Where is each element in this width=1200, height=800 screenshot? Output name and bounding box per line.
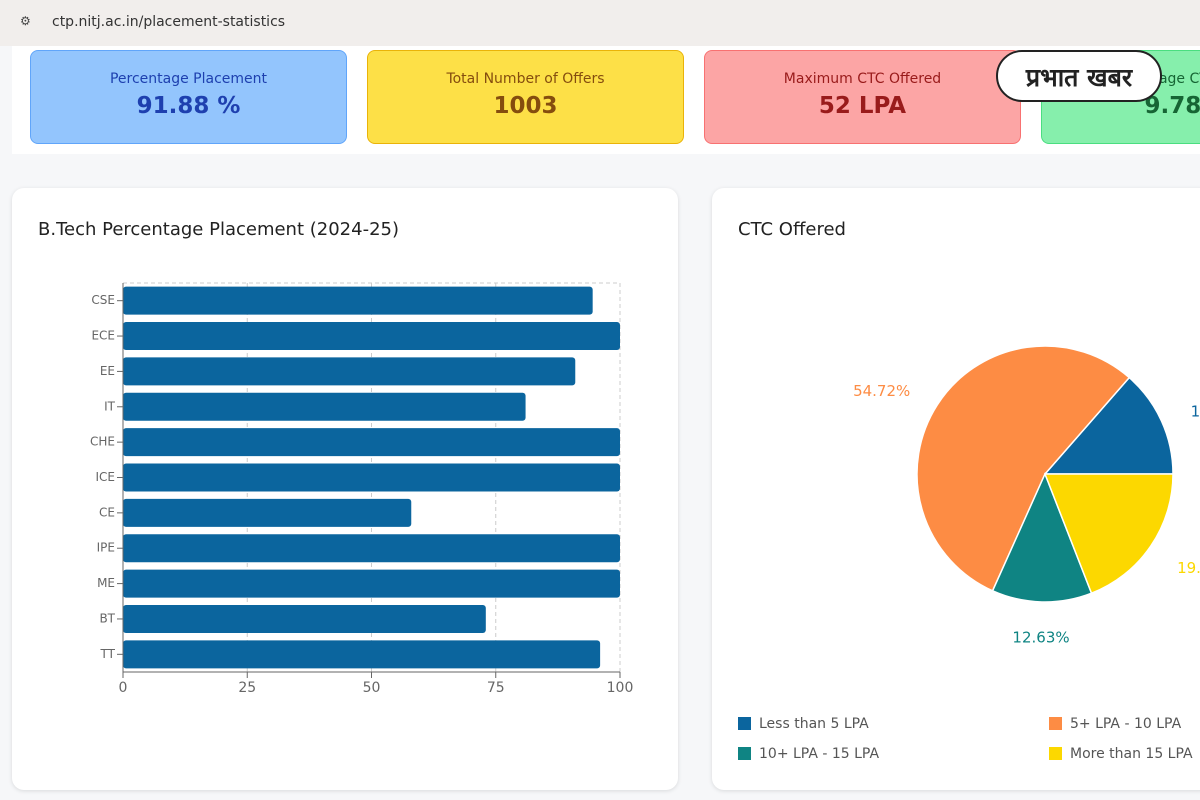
y-tick-label: BT [99,611,115,625]
y-tick-label: EE [100,364,115,378]
pie-slice [1043,376,1174,475]
bar [123,534,620,563]
stat-label: Total Number of Offers [446,71,605,87]
bar [123,392,526,421]
bar [123,286,593,315]
stat-label: Percentage Placement [109,71,268,87]
browser-bar: ⚙ ctp.nitj.ac.in/placement-statistics [0,0,1200,46]
chart-title: CTC Offered [738,219,846,240]
stat-card: Percentage Placement 91.88 % [30,50,347,144]
legend-label: More than 15 LPA [1070,746,1193,762]
stat-value: 1003 [493,93,558,119]
y-tick-label: IPE [97,541,115,555]
legend-swatch [738,717,751,730]
y-tick-label: TT [100,647,116,661]
url[interactable]: ctp.nitj.ac.in/placement-statistics [52,14,286,30]
y-tick-label: CSE [91,293,115,307]
bar [123,640,601,669]
stat-label: Maximum CTC Offered [783,71,942,87]
slice-label: 19.08% [1177,559,1200,577]
y-tick-label: ME [97,576,115,590]
bar [123,322,620,351]
legend-label: Less than 5 LPA [759,716,869,732]
legend-label: 10+ LPA - 15 LPA [759,746,879,762]
bar [123,428,620,457]
stat-value: 9.78 LPA [1144,93,1200,119]
x-tick-label: 25 [238,680,256,696]
site-icon[interactable]: ⚙ [20,14,31,28]
x-tick-label: 50 [363,680,381,696]
stat-value: 52 LPA [818,93,907,119]
legend-swatch [1049,747,1062,760]
pie-slice [916,345,1131,592]
legend-swatch [1049,717,1062,730]
stat-card: Total Number of Offers 1003 [367,50,684,144]
bar [123,463,620,492]
y-tick-label: ICE [96,470,116,484]
bar [123,604,486,633]
y-tick-label: IT [104,399,116,413]
stat-value: 91.88 % [136,93,241,119]
slice-label: 12.63% [1012,628,1069,646]
stat-card: Maximum CTC Offered 52 LPA [704,50,1021,144]
x-tick-label: 75 [487,680,505,696]
y-tick-label: CE [99,505,115,519]
pie-slice [1043,473,1174,595]
x-tick-label: 100 [607,680,634,696]
legend-label: 5+ LPA - 10 LPA [1070,716,1182,732]
y-tick-label: ECE [91,329,115,343]
x-tick-label: 0 [119,680,128,696]
bar [123,569,620,598]
logo: प्रभात खबर [996,50,1162,102]
legend-swatch [738,747,751,760]
pie-slice [991,472,1093,603]
y-tick-label: CHE [90,435,115,449]
slice-label: 54.72% [853,382,910,400]
bar [123,357,576,386]
bar [123,498,412,527]
slice-label: 13.57% [1191,402,1200,420]
chart-title: B.Tech Percentage Placement (2024-25) [38,219,399,240]
